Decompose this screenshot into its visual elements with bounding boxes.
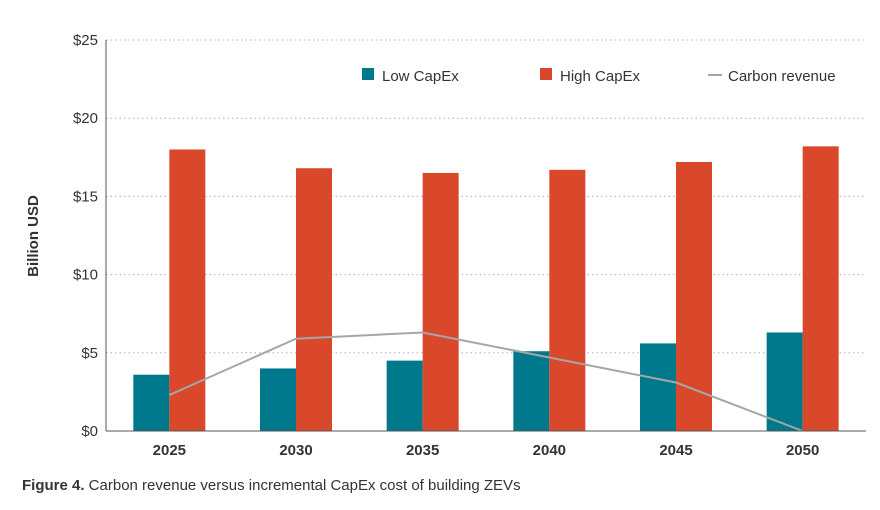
bar-low-capex bbox=[766, 332, 803, 431]
legend: Low CapEx High CapEx Carbon revenue bbox=[362, 68, 836, 85]
x-tick-label: 2045 bbox=[659, 442, 692, 459]
legend-label: High CapEx bbox=[560, 68, 641, 85]
y-axis-ticks: $0 $5 $10 $15 $20 $25 bbox=[73, 32, 98, 440]
y-axis-label: Billion USD bbox=[25, 195, 42, 277]
bar-high-capex bbox=[676, 161, 712, 431]
gridlines bbox=[106, 39, 866, 354]
bar-high-capex bbox=[296, 168, 332, 432]
axes bbox=[105, 40, 866, 432]
bar-low-capex bbox=[640, 343, 676, 431]
y-tick-label: $0 bbox=[81, 423, 98, 440]
y-tick-label: $25 bbox=[73, 32, 98, 49]
caption-text: Carbon revenue versus incremental CapEx … bbox=[84, 477, 521, 494]
carbon-revenue-line-group bbox=[168, 331, 804, 432]
x-tick-label: 2030 bbox=[279, 442, 312, 459]
legend-label: Low CapEx bbox=[382, 68, 459, 85]
bar-line-chart: $0 $5 $10 $15 $20 $25 2025 2030 2035 2040 2045 205… bbox=[25, 32, 866, 459]
figure-label: Figure 4. bbox=[22, 477, 85, 494]
bars bbox=[133, 146, 839, 432]
chart-container: $0 $5 $10 $15 $20 $25 2025 2030 2035 2040 2045 205… bbox=[22, 32, 866, 494]
bar-low-capex bbox=[133, 374, 170, 431]
legend-swatch bbox=[362, 68, 374, 80]
bar-low-capex bbox=[260, 368, 296, 431]
bar-low-capex bbox=[386, 360, 423, 431]
carbon-revenue-line bbox=[168, 331, 804, 432]
bar-high-capex bbox=[422, 172, 459, 431]
bar-high-capex bbox=[802, 146, 839, 432]
bar-high-capex bbox=[169, 149, 206, 432]
x-axis-ticks: 2025 2030 2035 2040 2045 2050 bbox=[153, 442, 820, 459]
legend-swatch bbox=[540, 68, 552, 80]
y-tick-label: $15 bbox=[73, 188, 98, 205]
bar-high-capex bbox=[549, 169, 586, 431]
y-tick-label: $10 bbox=[73, 267, 98, 284]
x-tick-label: 2040 bbox=[533, 442, 566, 459]
legend-label: Carbon revenue bbox=[728, 68, 836, 85]
bar-low-capex bbox=[513, 351, 550, 431]
x-tick-label: 2050 bbox=[786, 442, 819, 459]
x-tick-label: 2025 bbox=[153, 442, 186, 459]
y-tick-label: $5 bbox=[81, 345, 98, 362]
figure-caption: Figure 4. Carbon revenue versus incremen… bbox=[22, 477, 521, 494]
y-tick-label: $20 bbox=[73, 110, 98, 127]
x-tick-label: 2035 bbox=[406, 442, 439, 459]
